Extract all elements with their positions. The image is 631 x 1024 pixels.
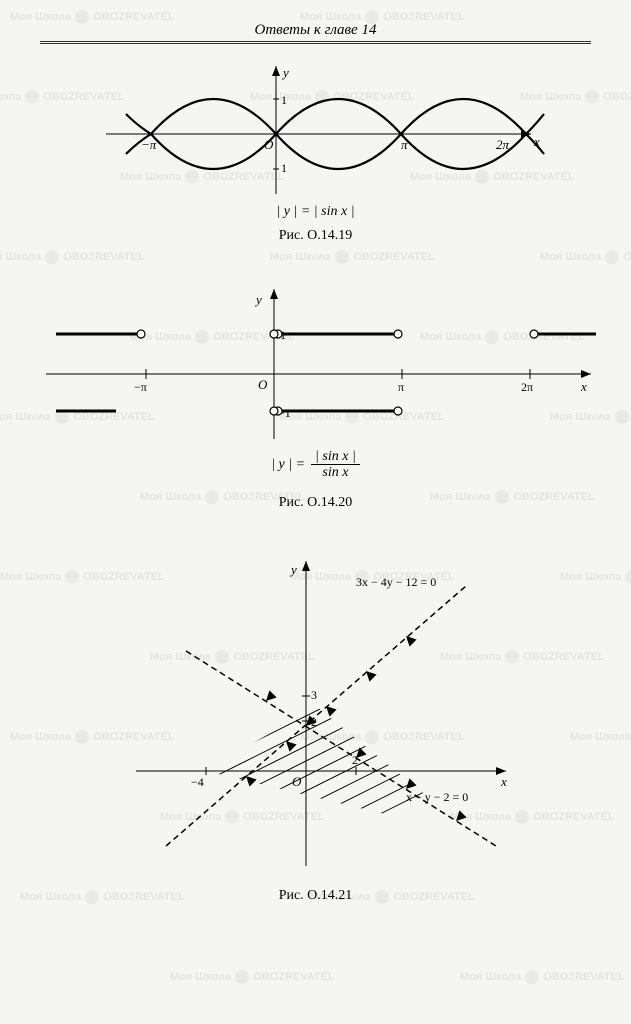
fig2-tick-pi: π <box>398 380 404 394</box>
fig1-ytick-neg1: 1 <box>281 161 287 175</box>
fig2-ylabel: y <box>254 292 262 307</box>
figure-3-caption: Рис. О.14.21 <box>0 888 631 904</box>
fig3-ylabel: y <box>289 562 297 577</box>
fig2-xlabel: x <box>580 379 587 394</box>
fig2-tick-2pi: 2π <box>521 380 533 394</box>
fig2-formula-lhs: | y | = <box>271 457 305 473</box>
figure-1-caption: Рис. О.14.19 <box>0 228 631 244</box>
figure-2: y x O −π π 2π 1 −1 <box>0 279 631 511</box>
page-title: Ответы к главе 14 <box>255 22 377 38</box>
figure-1: −π π 2π O y x 1 1 | y | = | sin x | Рис.… <box>0 54 631 244</box>
fig1-tick-2pi: 2π <box>496 137 510 152</box>
figure-1-svg: −π π 2π O y x 1 1 <box>86 54 546 204</box>
fig3-xtick-neg4: −4 <box>191 775 204 789</box>
page-header: Ответы к главе 14 <box>0 0 631 44</box>
fig3-ytick-3: 3 <box>311 688 317 702</box>
figure-2-svg: y x O −π π 2π 1 −1 <box>26 279 606 449</box>
fig2-tick-negpi: −π <box>134 380 147 394</box>
fig2-origin: O <box>258 377 268 392</box>
fig2-formula-num: | sin x | <box>311 449 360 465</box>
figure-3: y x O −4 2 3 2 3x − 4y − 12 = 0 x − y − … <box>0 546 631 904</box>
fig3-line2-label: x − y − 2 = 0 <box>406 790 468 804</box>
fig3-hatched-region <box>166 601 506 876</box>
figure-2-caption: Рис. О.14.20 <box>0 495 631 511</box>
fig3-xlabel: x <box>500 774 507 789</box>
fig2-formula-den: sin x <box>318 465 352 480</box>
fig1-ylabel: y <box>281 65 289 80</box>
fig3-origin: O <box>292 774 302 789</box>
figure-1-formula: | y | = | sin x | <box>0 204 631 220</box>
figure-2-formula: | y | = | sin x | sin x <box>0 449 631 481</box>
fig1-ytick-1: 1 <box>281 93 287 107</box>
fig3-line1-label: 3x − 4y − 12 = 0 <box>356 575 436 589</box>
figure-3-svg: y x O −4 2 3 2 3x − 4y − 12 = 0 x − y − … <box>106 546 526 876</box>
